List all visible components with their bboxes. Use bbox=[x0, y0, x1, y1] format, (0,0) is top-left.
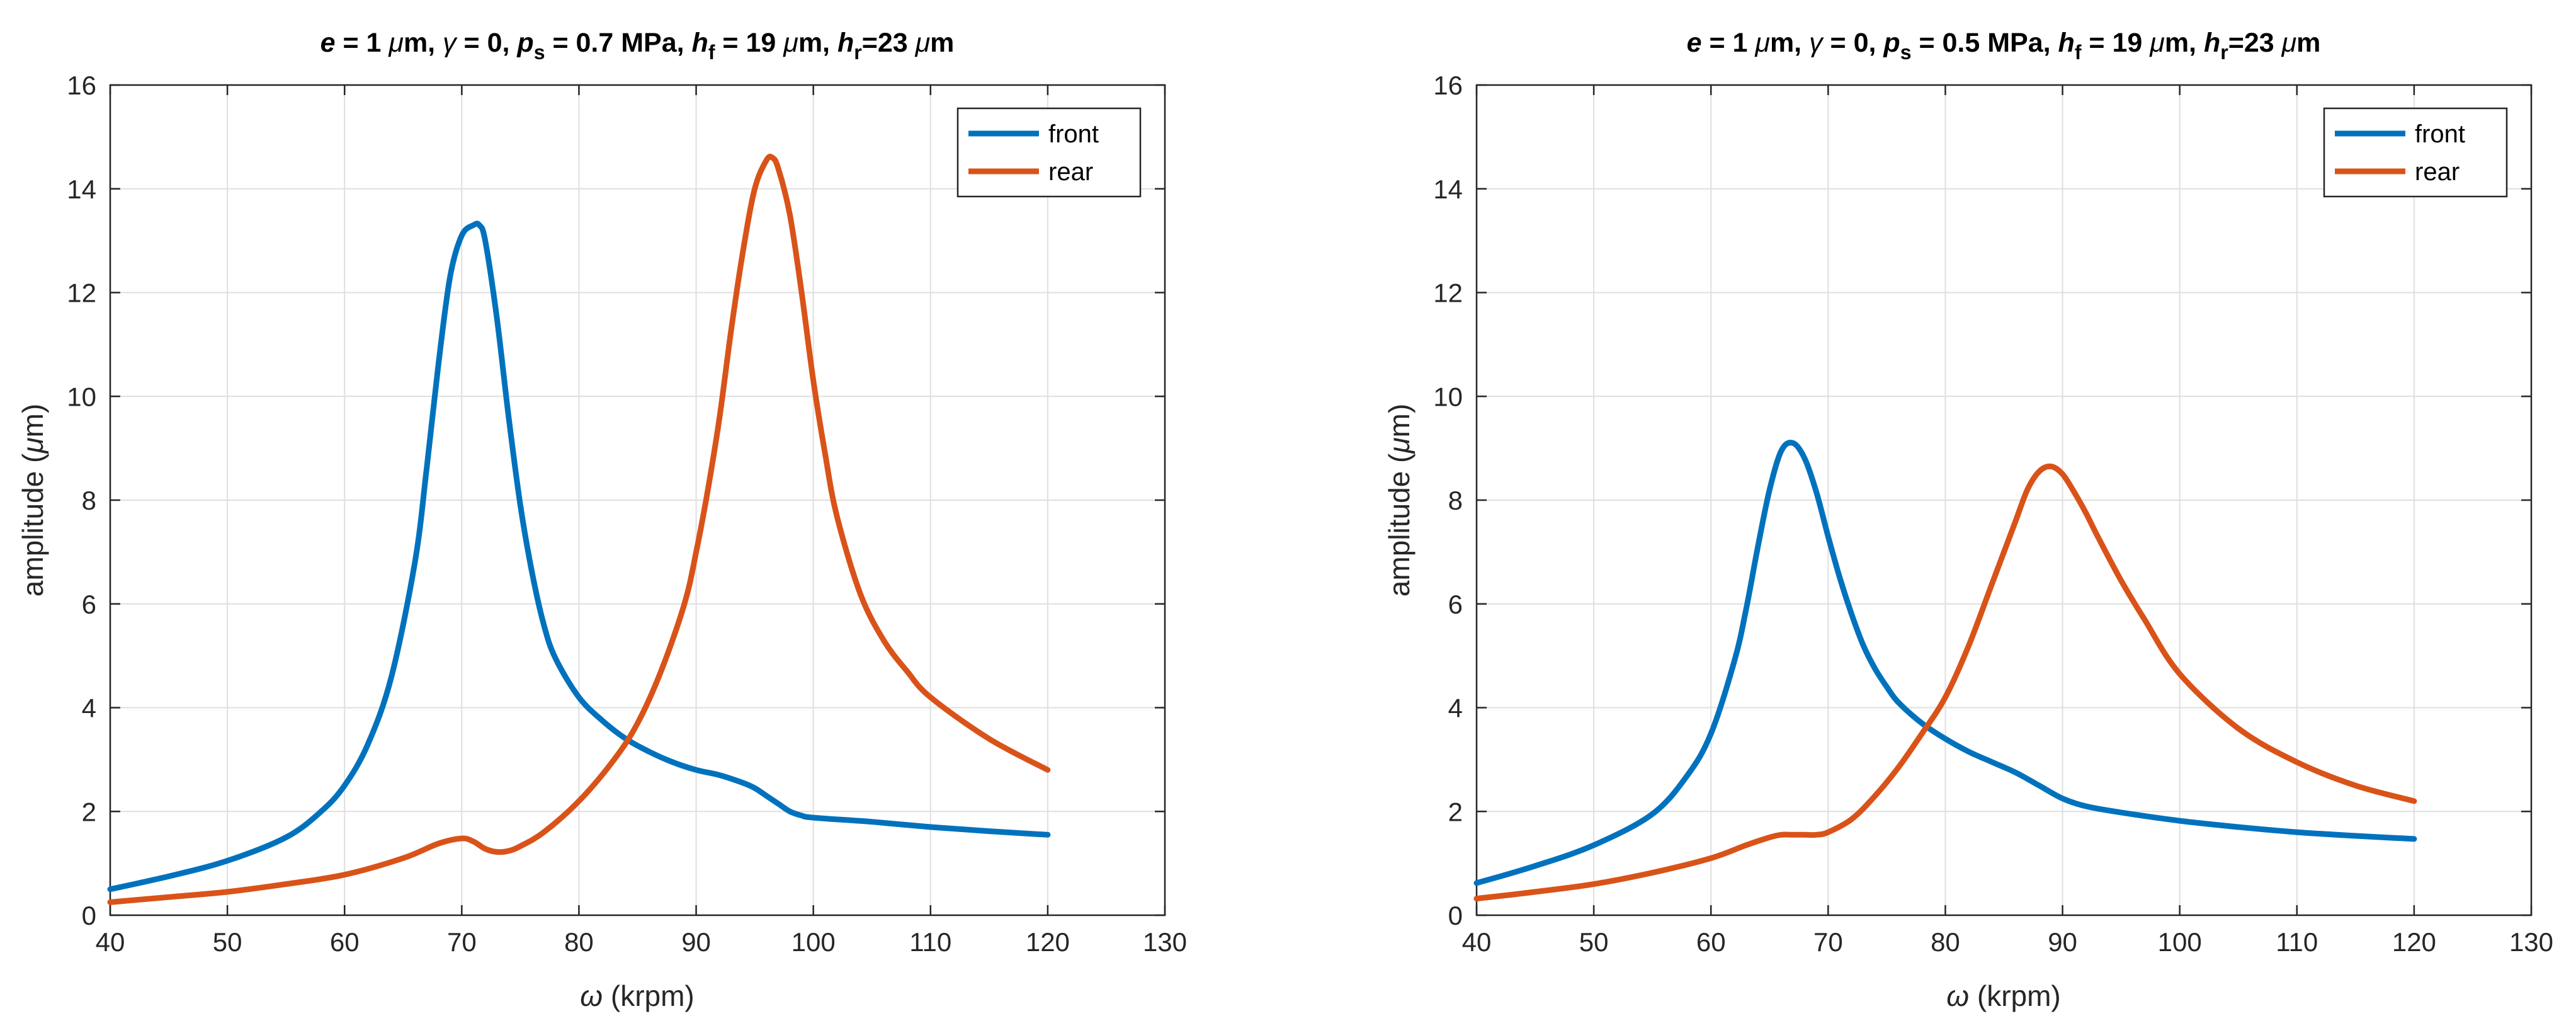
x-tick-label: 70 bbox=[1813, 927, 1843, 957]
legend-label-front: front bbox=[2415, 120, 2465, 148]
y-tick-label: 12 bbox=[67, 278, 96, 308]
x-tick-label: 120 bbox=[1026, 927, 1070, 957]
x-tick-label: 100 bbox=[2158, 927, 2202, 957]
y-tick-label: 8 bbox=[1448, 486, 1463, 515]
y-tick-label: 12 bbox=[1433, 278, 1463, 308]
series-line-front bbox=[1473, 440, 2417, 886]
y-tick-label: 4 bbox=[82, 693, 96, 723]
x-tick-label: 90 bbox=[681, 927, 711, 957]
series-line-front bbox=[107, 220, 1051, 893]
y-axis-label: amplitude (μm) bbox=[16, 404, 49, 596]
x-tick-label: 40 bbox=[1462, 927, 1492, 957]
chart-panel-right: 40 50 60 70 80 90 100 110 120 130 0 2 4 6 8 10 12 14 16 e … bbox=[1383, 28, 2553, 1012]
x-axis-label: ω (krpm) bbox=[1946, 979, 2060, 1012]
series-line-rear bbox=[107, 154, 1051, 905]
x-tick-label: 110 bbox=[2276, 927, 2318, 957]
x-tick-label: 80 bbox=[1931, 927, 1960, 957]
x-axis-label: ω (krpm) bbox=[580, 979, 694, 1012]
x-tick-label: 60 bbox=[1696, 927, 1726, 957]
x-tick-label: 120 bbox=[2392, 927, 2436, 957]
legend-box bbox=[956, 107, 1142, 198]
y-tick-label: 0 bbox=[1448, 901, 1463, 930]
chart-title: e = 1 μm, γ = 0, ps = 0.7 MPa, hf = 19 μ… bbox=[321, 28, 955, 64]
y-axis-label: amplitude (μm) bbox=[1383, 404, 1416, 596]
x-tick-label: 70 bbox=[447, 927, 477, 957]
x-tick-label: 50 bbox=[1579, 927, 1609, 957]
y-tick-label: 6 bbox=[82, 590, 96, 619]
series-line-rear bbox=[1473, 463, 2417, 902]
y-tick-label: 8 bbox=[82, 486, 96, 515]
x-tick-label: 130 bbox=[1143, 927, 1187, 957]
legend: front rear bbox=[2323, 107, 2508, 198]
x-tick-label: 130 bbox=[2509, 927, 2553, 957]
chart-panel-left: 40 50 60 70 80 90 100 110 120 130 0 2 4 6 8 10 12 14 16 e … bbox=[16, 28, 1187, 1012]
x-tick-label: 40 bbox=[96, 927, 125, 957]
y-tick-label: 6 bbox=[1448, 590, 1463, 619]
x-tick-label: 60 bbox=[330, 927, 360, 957]
y-tick-label: 16 bbox=[1433, 71, 1463, 100]
y-tick-label: 14 bbox=[67, 174, 96, 204]
legend-label-rear: rear bbox=[2415, 158, 2460, 186]
y-tick-label: 10 bbox=[67, 382, 96, 411]
y-tick-label: 16 bbox=[67, 71, 96, 100]
y-tick-label: 2 bbox=[1448, 797, 1463, 826]
x-tick-label: 100 bbox=[792, 927, 836, 957]
y-tick-label: 4 bbox=[1448, 693, 1463, 723]
x-tick-label: 80 bbox=[564, 927, 594, 957]
x-tick-label: 50 bbox=[213, 927, 242, 957]
y-tick-label: 14 bbox=[1433, 174, 1463, 204]
legend-label-rear: rear bbox=[1048, 158, 1093, 186]
chart-title: e = 1 μm, γ = 0, ps = 0.5 MPa, hf = 19 μ… bbox=[1687, 28, 2321, 64]
legend-label-front: front bbox=[1048, 120, 1099, 148]
x-tick-label: 110 bbox=[909, 927, 951, 957]
y-tick-label: 10 bbox=[1433, 382, 1463, 411]
x-tick-label: 90 bbox=[2048, 927, 2077, 957]
y-tick-label: 0 bbox=[82, 901, 96, 930]
legend-box bbox=[2323, 107, 2508, 198]
legend: front rear bbox=[956, 107, 1142, 198]
y-tick-label: 2 bbox=[82, 797, 96, 826]
